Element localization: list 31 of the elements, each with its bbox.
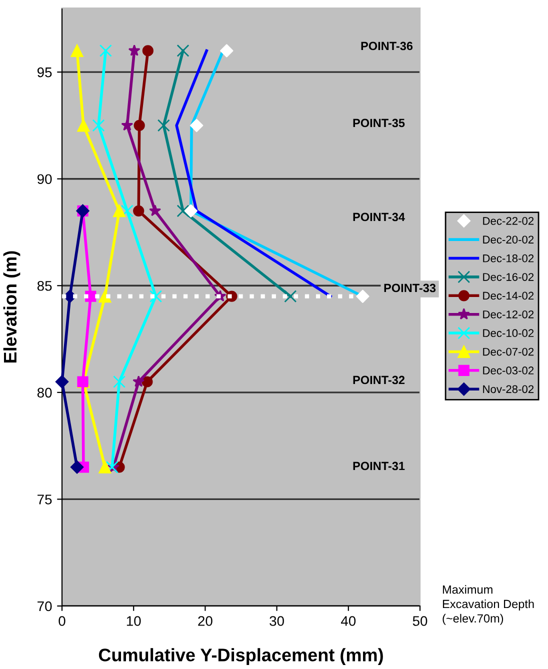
y-axis-title: Elevation (m) bbox=[3, 251, 20, 362]
legend-label: Dec-12-02 bbox=[483, 310, 534, 318]
x-tick-label: 40 bbox=[340, 616, 356, 626]
legend-label: Dec-10-02 bbox=[483, 329, 534, 338]
x-tick-label: 30 bbox=[270, 616, 284, 626]
y-tick-label: 85 bbox=[37, 280, 52, 291]
annotation: POINT-36 bbox=[361, 42, 413, 50]
annotation: POINT-32 bbox=[353, 376, 405, 384]
legend-label: Nov-28-02 bbox=[483, 385, 534, 394]
y-tick-label: 90 bbox=[37, 174, 52, 184]
x-tick-label: 20 bbox=[198, 616, 212, 626]
x-tick-label: 10 bbox=[126, 616, 141, 626]
annotation: POINT-35 bbox=[353, 118, 405, 128]
legend-label: Dec-16-02 bbox=[483, 273, 534, 281]
text: Maximum Excavation Depth (~elev.70m) bbox=[442, 585, 534, 625]
legend-label: Dec-07-02 bbox=[483, 348, 534, 356]
annotation: POINT-31 bbox=[353, 462, 405, 470]
legend-label: Dec-22-02 bbox=[483, 217, 534, 225]
x-axis-title: Cumulative Y-Displacement (mm) bbox=[98, 648, 383, 665]
annotation: POINT-34 bbox=[353, 212, 405, 222]
legend-label: Dec-14-02 bbox=[483, 292, 534, 300]
y-tick-label: 75 bbox=[38, 494, 52, 504]
y-tick-label: 80 bbox=[37, 388, 52, 398]
y-tick-label: 70 bbox=[38, 601, 52, 612]
y-tick-label: 95 bbox=[37, 67, 52, 78]
legend-label: Dec-03-02 bbox=[483, 366, 534, 374]
x-tick-label: 50 bbox=[412, 616, 428, 626]
legend-label: Dec-20-02 bbox=[483, 236, 534, 244]
annotation: POINT-33 bbox=[384, 284, 436, 292]
x-tick-label: 0 bbox=[58, 616, 66, 626]
legend-label: Dec-18-02 bbox=[483, 254, 534, 262]
